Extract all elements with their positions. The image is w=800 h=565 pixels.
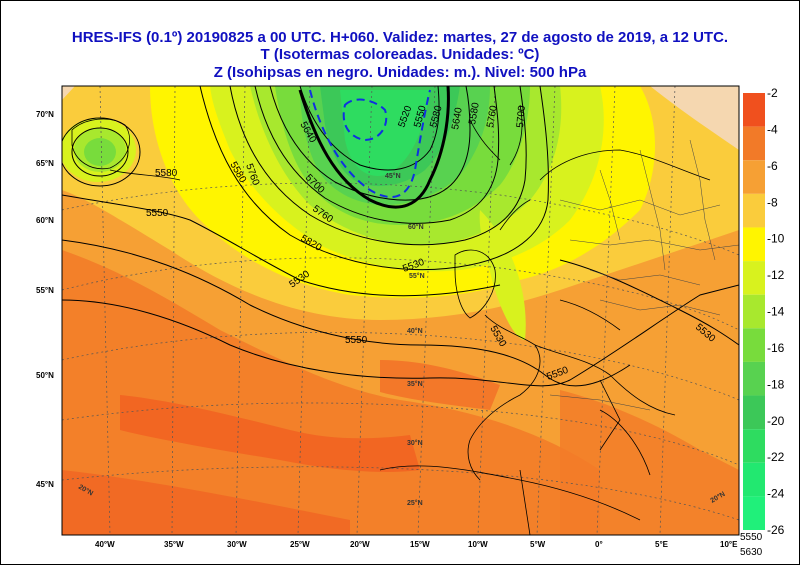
isohypse-label: 5550 [146,208,169,219]
lat-label: 45°N [36,480,54,489]
temperature-field [62,86,739,535]
colorbar-label: -22 [767,450,785,464]
colorbar-label: -16 [767,341,785,355]
cold-isotherm [309,89,431,199]
colorbar-label: -14 [767,305,785,319]
inner-lat-label: 35°N [407,380,423,388]
colorbar: -2 -4 -6 -8 -10 -12 -14 -16 -18 -20 -22 -24 -26 [743,86,785,537]
colorbar-label: -18 [767,377,785,391]
colorbar-label: -4 [767,122,778,136]
map-title-line1: HRES-IFS (0.1º) 20190825 a 00 UTC. H+060… [71,29,729,46]
colorbar-swatch [743,193,765,228]
inner-lat-label: 55°N [409,272,425,280]
map-border [61,85,740,536]
colorbar-swatch [743,160,765,194]
coastlines [71,104,711,535]
lon-label: 40°W [95,540,115,549]
isohypses [62,86,739,387]
lat-label: 70°N [36,110,54,119]
colorbar-label: -20 [767,414,785,428]
colorbar-label: -26 [767,523,785,537]
map-title-line2: T (Isotermas coloreadas. Unidades: ºC) [260,46,540,63]
colorbar-label: -8 [767,195,778,209]
lon-label: 25°W [290,540,310,549]
inner-lat-label: 25°N [407,499,423,507]
inner-lat-label: 40°N [407,327,423,335]
isohypse-label: 5550 [740,532,763,543]
colorbar-label: -6 [767,159,778,173]
lat-label: 60°N [36,216,54,225]
isohypse-label: 5580 [155,168,178,179]
lon-label: 0° [595,540,603,549]
map-title-line3: Z (Isohipsas en negro. Unidades: m.). Ni… [213,64,587,81]
colorbar-swatch [743,328,765,362]
lat-label: 65°N [36,159,54,168]
lon-label: 15°W [410,540,430,549]
colorbar-swatch [743,93,765,127]
inner-lat-label: 30°N [407,439,423,447]
colorbar-swatch [743,294,765,329]
lon-label: 35°W [164,540,184,549]
colorbar-swatch [743,261,765,295]
colorbar-swatch [743,126,765,161]
lon-label: 10°E [720,540,738,549]
colorbar-swatch [743,462,765,497]
lon-label: 10°W [468,540,488,549]
lon-label: 5°E [655,540,669,549]
inner-lat-label: 45°N [385,172,401,180]
borders [549,139,739,411]
colorbar-swatch [743,361,765,396]
isohypse-label: 5550 [345,335,368,346]
lat-label: 50°N [36,371,54,380]
lat-axis: 70°N 65°N 60°N 55°N 50°N 45°N [36,110,54,489]
lat-label: 55°N [36,286,54,295]
isohypse-label: 5700 [515,105,528,129]
colorbar-label: -12 [767,268,785,282]
colorbar-swatch [743,429,765,463]
lon-axis: 40°W 35°W 30°W 25°W 20°W 15°W 10°W 5°W 0… [95,540,738,549]
lon-label: 30°W [227,540,247,549]
isohypse-label: 5760 [485,104,500,128]
inner-lat-label: 60°N [408,223,424,231]
colorbar-swatch [743,496,765,530]
graticule [62,86,739,535]
lon-label: 5°W [530,540,546,549]
inner-lat-labels: 60°N 55°N 40°N 35°N 30°N 25°N 20°N 20°N … [77,172,727,507]
isohypse-label: 5630 [740,547,763,558]
colorbar-label: -10 [767,232,785,246]
thick-isohypse [298,86,450,209]
colorbar-swatch [743,227,765,262]
isohypse-label: 5580 [467,101,482,125]
lon-label: 20°W [350,540,370,549]
colorbar-label: -24 [767,487,785,501]
isohypse-label: 5640 [450,106,465,130]
colorbar-swatch [743,395,765,430]
colorbar-label: -2 [767,86,778,100]
